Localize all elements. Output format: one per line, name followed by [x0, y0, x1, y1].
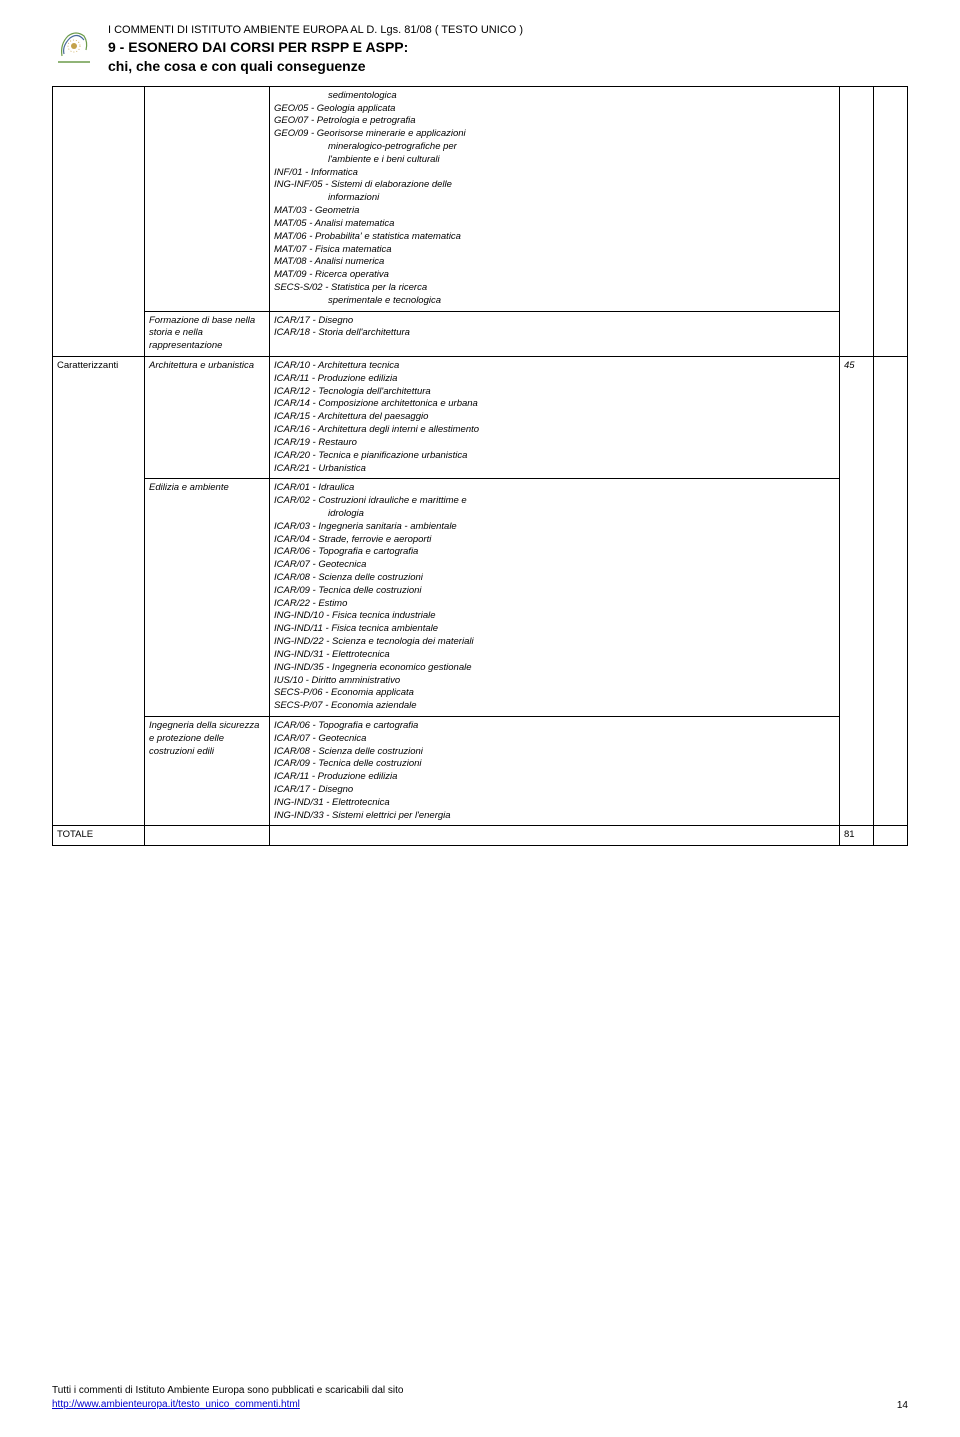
cell-disciplines: ICAR/06 - Topografia e cartografiaICAR/0…	[270, 716, 840, 826]
table-row: Formazione di base nellastoria e nella r…	[53, 311, 908, 356]
table-row: Caratterizzanti Architettura e urbanisti…	[53, 357, 908, 479]
header-line2: 9 - ESONERO DAI CORSI PER RSPP E ASPP:	[108, 38, 908, 57]
curriculum-table: sedimentologica GEO/05 - Geologia applic…	[52, 86, 908, 847]
disc-line: MAT/09 - Ricerca operativa	[274, 269, 835, 282]
cell-disciplines: ICAR/10 - Architettura tecnicaICAR/11 - …	[270, 357, 840, 479]
cell-cat: Caratterizzanti	[53, 357, 145, 826]
total-label: TOTALE	[53, 826, 145, 846]
header-line3: chi, che cosa e con quali conseguenze	[108, 57, 908, 76]
disc-line: MAT/08 - Analisi numerica	[274, 256, 835, 269]
header-line1: I COMMENTI DI ISTITUTO AMBIENTE EUROPA A…	[108, 24, 908, 36]
logo	[52, 24, 96, 68]
cell-disciplines: ICAR/01 - IdraulicaICAR/02 - Costruzioni…	[270, 479, 840, 717]
table-row: Edilizia e ambiente ICAR/01 - IdraulicaI…	[53, 479, 908, 717]
disc-line: sedimentologica	[274, 90, 835, 103]
disc-line: GEO/07 - Petrologia e petrografia	[274, 115, 835, 128]
cell-empty	[145, 826, 270, 846]
disc-line: SECS-S/02 - Statistica per la ricerca	[274, 282, 835, 295]
cell-disciplines: ICAR/17 - DisegnoICAR/18 - Storia dell'a…	[270, 311, 840, 356]
cell-area: Architettura e urbanistica	[145, 357, 270, 479]
cell-cat	[53, 86, 145, 356]
cell-empty	[874, 357, 908, 826]
cell-area: Edilizia e ambiente	[145, 479, 270, 717]
footer-line1: Tutti i commenti di Istituto Ambiente Eu…	[52, 1385, 403, 1396]
disc-line: MAT/05 - Analisi matematica	[274, 218, 835, 231]
table-row: Ingegneria della sicurezza e protezione …	[53, 716, 908, 826]
disc-line: informazioni	[274, 192, 835, 205]
disc-line: sperimentale e tecnologica	[274, 295, 835, 308]
cell-empty	[270, 826, 840, 846]
disc-line: MAT/07 - Fisica matematica	[274, 244, 835, 257]
footer-text: Tutti i commenti di Istituto Ambiente Eu…	[52, 1384, 403, 1411]
footer-link[interactable]: http://www.ambienteuropa.it/testo_unico_…	[52, 1399, 300, 1410]
disc-line: GEO/09 - Georisorse minerarie e applicaz…	[274, 128, 835, 141]
page-header: I COMMENTI DI ISTITUTO AMBIENTE EUROPA A…	[52, 24, 908, 76]
total-value: 81	[840, 826, 874, 846]
table-row: sedimentologica GEO/05 - Geologia applic…	[53, 86, 908, 311]
cell-credits: 45	[840, 357, 874, 826]
cell-disciplines: sedimentologica GEO/05 - Geologia applic…	[270, 86, 840, 311]
page-number: 14	[897, 1400, 908, 1411]
disc-line: MAT/06 - Probabilita' e statistica matem…	[274, 231, 835, 244]
disc-line: ING-INF/05 - Sistemi di elaborazione del…	[274, 179, 835, 192]
disc-line: l'ambiente e i beni culturali	[274, 154, 835, 167]
cell-area: Ingegneria della sicurezza e protezione …	[145, 716, 270, 826]
disc-line: mineralogico-petrografiche per	[274, 141, 835, 154]
disc-line: GEO/05 - Geologia applicata	[274, 103, 835, 116]
cell-area	[145, 86, 270, 311]
disc-line: MAT/03 - Geometria	[274, 205, 835, 218]
page-footer: Tutti i commenti di Istituto Ambiente Eu…	[52, 1384, 908, 1411]
header-text: I COMMENTI DI ISTITUTO AMBIENTE EUROPA A…	[108, 24, 908, 76]
cell-empty	[874, 86, 908, 356]
cell-area: Formazione di base nellastoria e nella r…	[145, 311, 270, 356]
disc-line: idrologia	[274, 508, 835, 521]
cell-empty	[874, 826, 908, 846]
disc-line: INF/01 - Informatica	[274, 167, 835, 180]
total-row: TOTALE 81	[53, 826, 908, 846]
cell-credits	[840, 86, 874, 356]
